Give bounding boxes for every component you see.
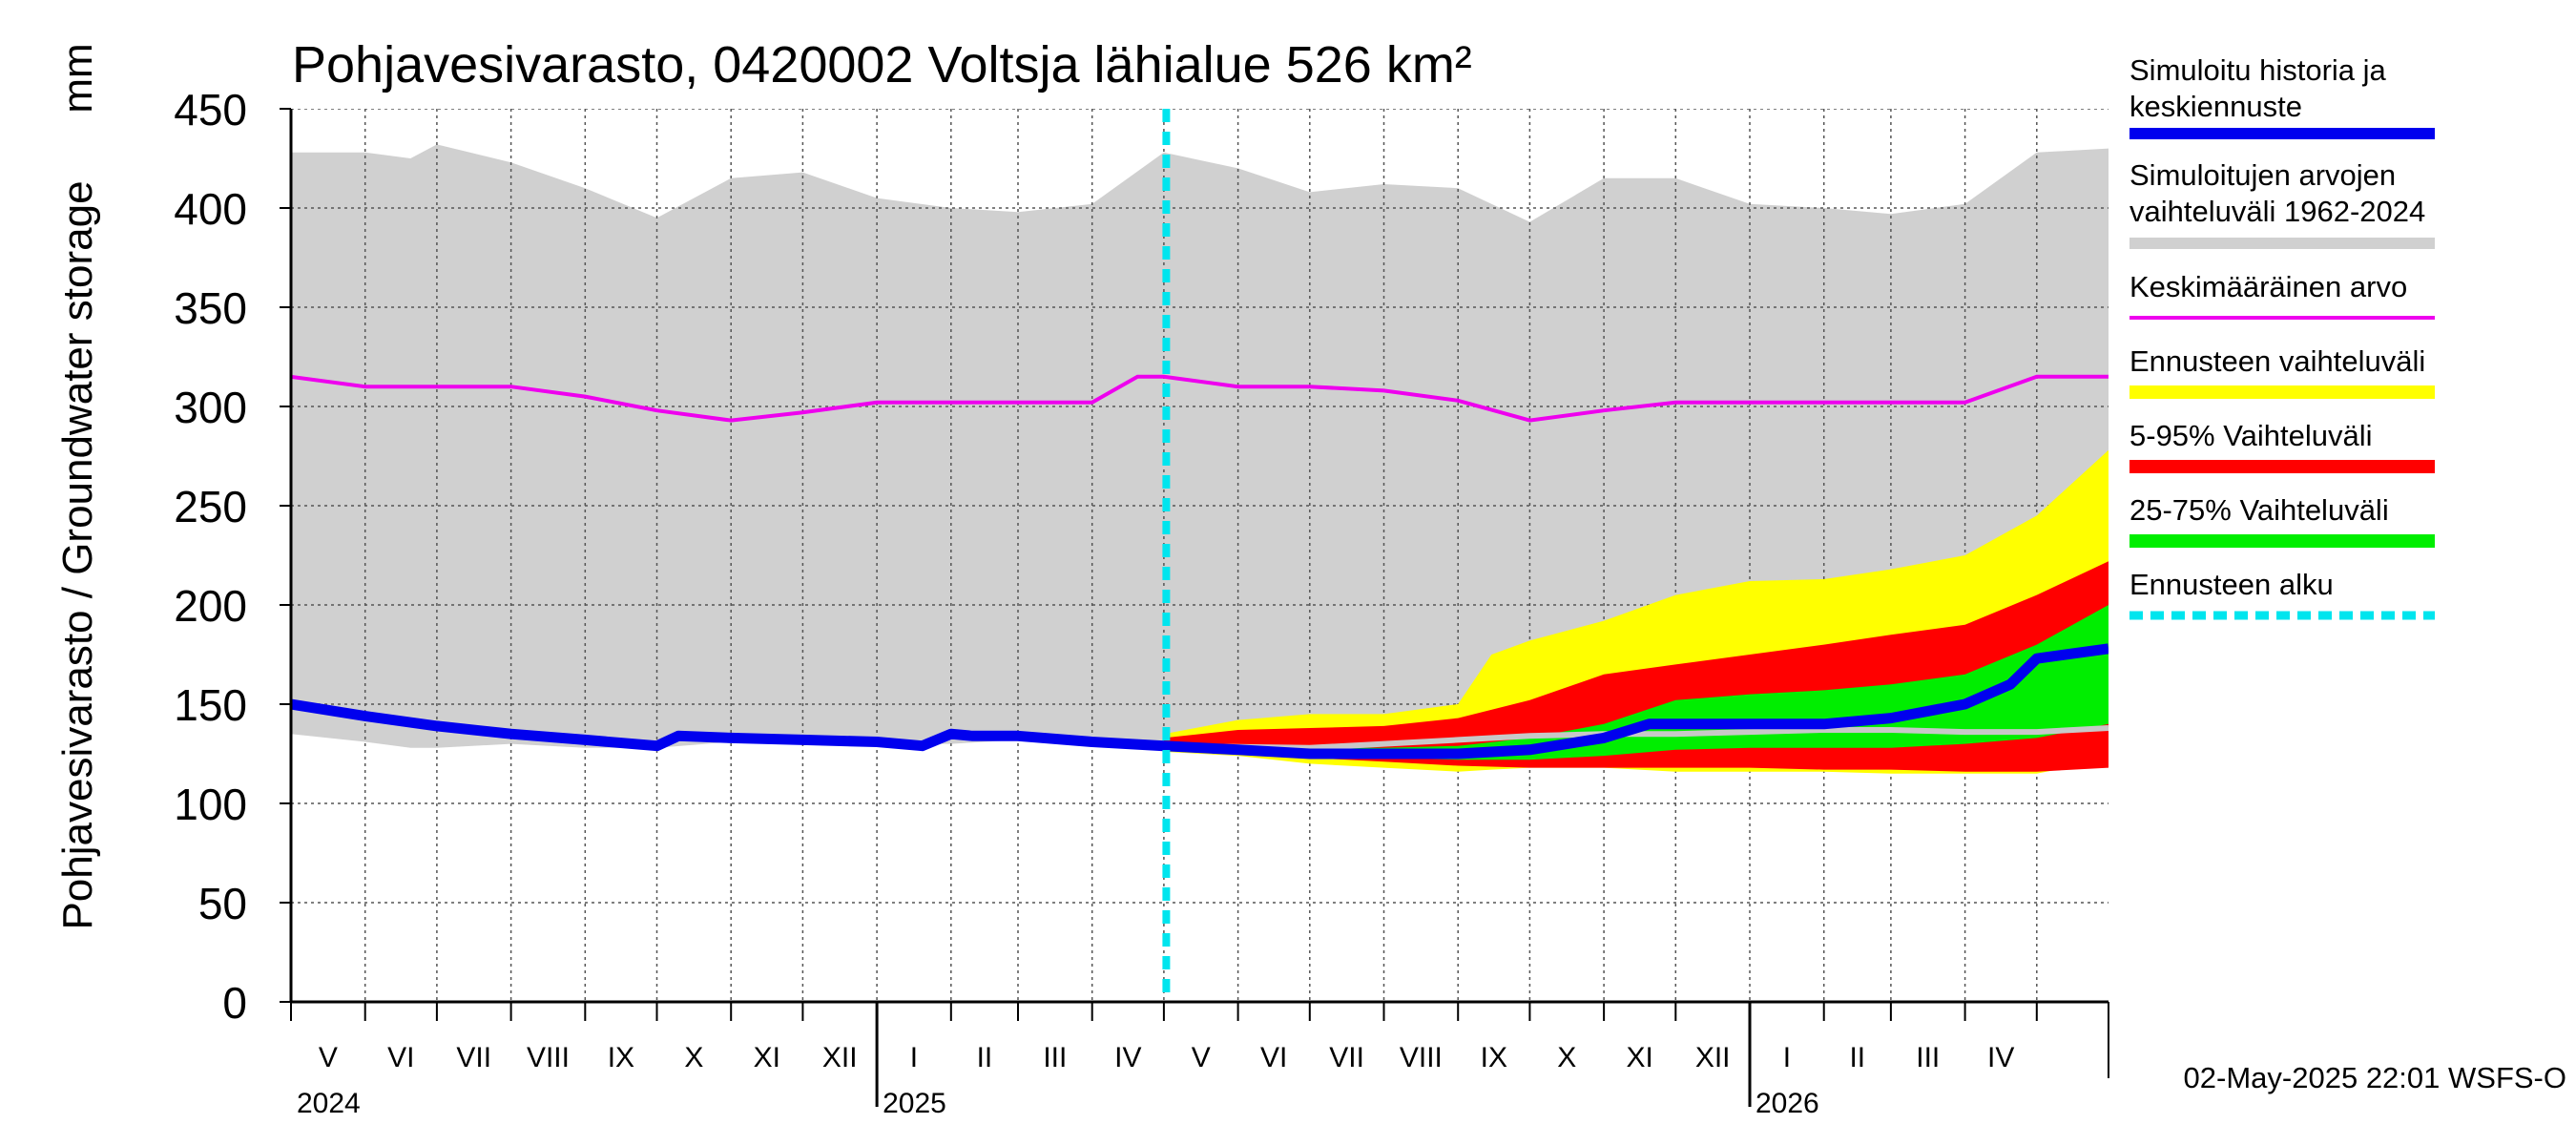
month-label: XII [1695,1042,1731,1073]
month-label: IX [608,1042,634,1073]
legend-label: Simuloitu historia ja keskiennuste [2129,53,2387,123]
month-label: IV [1114,1042,1141,1073]
legend-entry: Simuloitujen arvojen vaihteluväli 1962-20… [2129,158,2435,249]
month-label: VI [387,1042,414,1073]
month-label: VII [1329,1042,1364,1073]
y-axis-unit: mm [54,43,101,113]
legend-label: 5-95% Vaihteluväli [2129,419,2372,452]
y-tick-label: 300 [174,383,247,432]
y-tick-label: 100 [174,780,247,829]
month-label: XII [822,1042,858,1073]
month-label: IX [1481,1042,1507,1073]
month-label: XI [754,1042,780,1073]
month-label: V [319,1042,338,1073]
legend-entry: 25-75% Vaihteluväli [2129,493,2435,548]
y-axis-label: Pohjavesivarasto / Groundwater storage [54,180,101,929]
legend-label: Simuloitujen arvojen vaihteluväli 1962-20… [2129,158,2425,228]
x-axis-months: V VI VII VIII IX X XI XII I II III IV V VI VII VIII IX X X… [290,1002,2038,1119]
y-tick-label: 200 [174,581,247,631]
month-label: III [1043,1042,1067,1073]
year-label: 2026 [1755,1088,1819,1119]
month-label: VIII [527,1042,570,1073]
legend-label-line: Keskimääräinen arvo [2129,270,2407,303]
legend-label-line: Simuloitujen arvojen [2129,158,2396,192]
legend-label: Ennusteen vaihteluväli [2129,344,2425,378]
legend-label: Keskimääräinen arvo [2129,270,2407,303]
series-lines [291,374,2109,760]
month-label: II [1849,1042,1865,1073]
y-tick-label: 250 [174,482,247,531]
y-tick-label: 0 [222,978,247,1028]
month-label: VI [1260,1042,1287,1073]
y-axis-ticks: 0 50 100 150 200 250 300 350 400 450 [174,85,291,1028]
legend-entry: Keskimääräinen arvo [2129,270,2435,320]
timestamp: 02-May-2025 22:01 WSFS-O [2184,1061,2566,1094]
chart-title: Pohjavesivarasto, 0420002 Voltsja lähial… [292,36,1472,94]
legend-label-line: Ennusteen vaihteluväli [2129,344,2425,378]
legend-entry: 5-95% Vaihteluväli [2129,419,2435,473]
axes [289,109,2109,1078]
legend-label-line: 5-95% Vaihteluväli [2129,419,2372,452]
legend-label: 25-75% Vaihteluväli [2129,493,2389,527]
month-label: I [1783,1042,1791,1073]
legend-label-line: 25-75% Vaihteluväli [2129,493,2389,527]
month-label: IV [1987,1042,2014,1073]
month-label: X [1557,1042,1576,1073]
y-tick-label: 400 [174,184,247,234]
month-label: XI [1627,1042,1653,1073]
month-label: I [910,1042,918,1073]
legend-label-line: Simuloitu historia ja [2129,53,2387,87]
legend-entry: Ennusteen vaihteluväli [2129,344,2435,399]
legend-entry: Simuloitu historia ja keskiennuste [2129,53,2435,139]
mean-value-line [291,374,2109,423]
y-tick-label: 50 [198,879,247,928]
forecast-median-line [1163,725,2109,751]
simulated-history-line [291,643,2109,760]
legend-label-line: keskiennuste [2129,90,2302,123]
legend-label: Ennusteen alku [2129,568,2334,601]
historical-range-area [291,144,2109,754]
historical-range-band [291,144,2109,754]
y-tick-label: 150 [174,680,247,730]
legend-label-line: Ennusteen alku [2129,568,2334,601]
month-label: X [684,1042,703,1073]
plot-area [291,109,2109,1002]
year-label: 2025 [883,1088,946,1119]
month-label: II [977,1042,993,1073]
year-label: 2024 [297,1088,361,1119]
month-label: VIII [1400,1042,1443,1073]
month-label: V [1192,1042,1211,1073]
legend: Simuloitu historia ja keskiennusteSimuloi… [2129,53,2435,620]
month-label: III [1916,1042,1940,1073]
y-tick-label: 450 [174,85,247,135]
grid-lines [291,109,2109,1002]
legend-label-line: vaihteluväli 1962-2024 [2129,195,2425,228]
legend-entry: Ennusteen alku [2129,568,2435,620]
month-label: VII [456,1042,491,1073]
y-tick-label: 350 [174,283,247,333]
